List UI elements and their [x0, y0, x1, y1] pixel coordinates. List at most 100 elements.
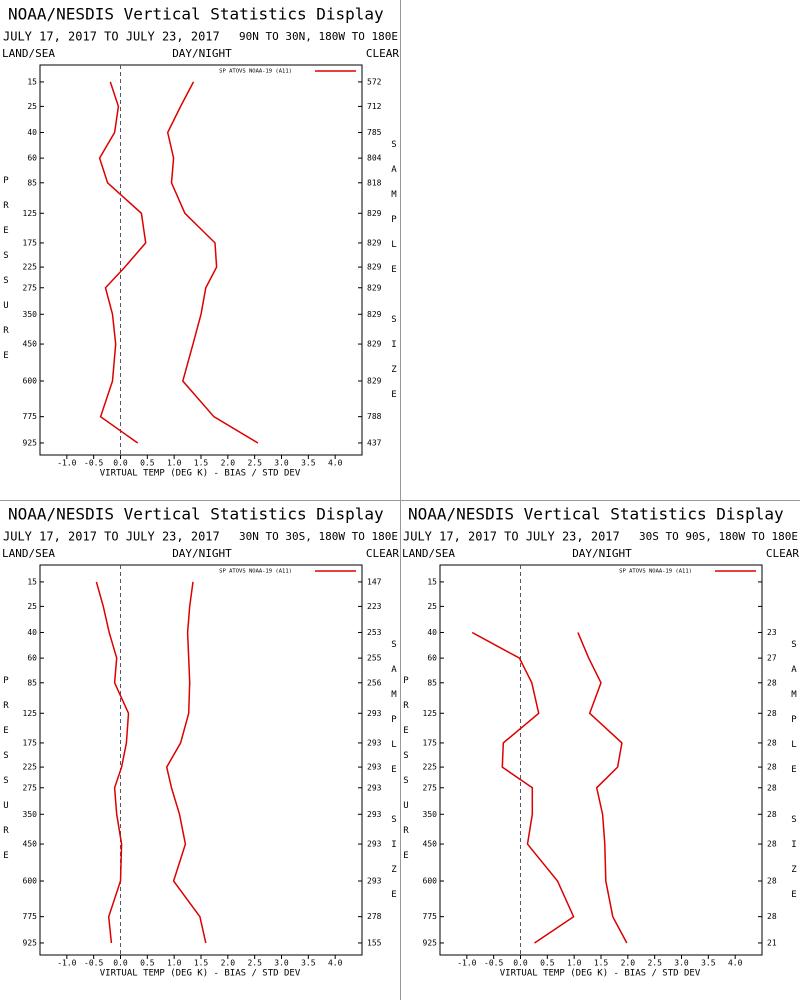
y-tick-label: 775: [423, 912, 438, 921]
y-tick-label: 600: [23, 876, 38, 885]
sample-size: 28: [767, 912, 777, 921]
legend-label: SP ATOVS NOAA-19 (A11): [619, 569, 692, 575]
x-tick-label: 3.5: [301, 459, 316, 468]
y-tick-label: 175: [23, 738, 38, 747]
x-axis-label: VIRTUAL TEMP (DEG K) - BIAS / STD DEV: [100, 469, 301, 479]
y-tick-label: 25: [27, 602, 37, 611]
x-tick-label: 2.5: [247, 959, 262, 968]
x-tick-label: -0.5: [84, 959, 103, 968]
surface: LAND/SEA: [2, 547, 55, 560]
y2-axis-label: SAMPLE SIZE: [389, 640, 399, 915]
x-tick-label: -0.5: [484, 959, 503, 968]
y-tick-label: 125: [23, 709, 38, 718]
sample-size: 28: [767, 840, 777, 849]
sky: CLEAR: [766, 547, 799, 560]
y-tick-label: 40: [427, 628, 437, 637]
y-tick-label: 450: [23, 340, 38, 349]
y-tick-label: 25: [27, 102, 37, 111]
y-axis-label: PRESSURE: [1, 176, 11, 376]
sample-size: 155: [367, 938, 382, 947]
sample-size: 829: [367, 263, 382, 272]
std-dev-line: [577, 632, 628, 944]
x-tick-label: 1.5: [194, 959, 209, 968]
y-tick-label: 925: [23, 438, 38, 447]
x-tick-label: 0.5: [540, 959, 555, 968]
y-tick-label: 925: [423, 938, 438, 947]
x-axis-label: VIRTUAL TEMP (DEG K) - BIAS / STD DEV: [500, 969, 701, 979]
sample-size: 28: [767, 783, 777, 792]
y-tick-label: 275: [23, 783, 38, 792]
x-tick-label: 1.0: [567, 959, 582, 968]
y-tick-label: 60: [427, 654, 437, 663]
std-dev-line: [166, 81, 259, 444]
region: 30N TO 30S, 180W TO 180E: [239, 530, 398, 543]
y-tick-label: 925: [23, 938, 38, 947]
region: 90N TO 30N, 180W TO 180E: [239, 30, 398, 43]
y-tick-label: 60: [27, 654, 37, 663]
x-tick-label: 0.0: [113, 459, 128, 468]
sample-size: 223: [367, 602, 382, 611]
sample-size: 572: [367, 77, 382, 86]
x-tick-label: -1.0: [57, 459, 76, 468]
bias-line: [471, 631, 575, 944]
sample-size: 28: [767, 678, 777, 687]
y-tick-label: 775: [23, 412, 38, 421]
y-axis-label: PRESSURE: [1, 676, 11, 876]
y-axis-label: PRESSURE: [401, 676, 411, 876]
sample-size: 293: [367, 763, 382, 772]
x-tick-label: 2.5: [247, 459, 262, 468]
sample-size: 437: [367, 438, 382, 447]
sample-size: 829: [367, 283, 382, 292]
x-tick-label: -1.0: [57, 959, 76, 968]
x-tick-label: 4.0: [728, 959, 743, 968]
x-tick-label: -1.0: [457, 959, 476, 968]
time-of-day: DAY/NIGHT: [172, 547, 232, 560]
y-tick-label: 350: [23, 810, 38, 819]
x-tick-label: 2.0: [221, 959, 236, 968]
x-tick-label: 1.5: [594, 959, 609, 968]
y-tick-label: 225: [23, 263, 38, 272]
y-tick-label: 40: [27, 128, 37, 137]
sample-size: 23: [767, 628, 777, 637]
y2-axis-label: SAMPLE SIZE: [789, 640, 799, 915]
y-tick-label: 15: [27, 577, 37, 586]
y-tick-label: 15: [27, 77, 37, 86]
y-tick-label: 775: [23, 912, 38, 921]
y-tick-label: 85: [27, 178, 37, 187]
y-tick-label: 15: [427, 577, 437, 586]
x-tick-label: 4.0: [328, 959, 343, 968]
sample-size: 253: [367, 628, 382, 637]
sample-size: 278: [367, 912, 382, 921]
y-tick-label: 125: [423, 709, 438, 718]
y-tick-label: 85: [27, 678, 37, 687]
x-tick-label: 1.5: [194, 459, 209, 468]
time-of-day: DAY/NIGHT: [172, 47, 232, 60]
x-tick-label: 3.5: [301, 959, 316, 968]
y-tick-label: 450: [423, 840, 438, 849]
sample-size: 28: [767, 763, 777, 772]
y-tick-label: 125: [23, 209, 38, 218]
sample-size: 21: [767, 938, 777, 947]
sample-size: 785: [367, 128, 382, 137]
y-tick-label: 175: [423, 738, 438, 747]
y-tick-label: 275: [423, 783, 438, 792]
sample-size: 293: [367, 709, 382, 718]
sample-size: 293: [367, 783, 382, 792]
region: 30S TO 90S, 180W TO 180E: [639, 530, 798, 543]
legend-label: SP ATOVS NOAA-19 (A11): [219, 69, 292, 75]
y-tick-label: 450: [23, 840, 38, 849]
y-tick-label: 40: [27, 628, 37, 637]
sample-size: 255: [367, 654, 382, 663]
std-dev-line: [165, 581, 207, 944]
date-range: JULY 17, 2017 TO JULY 23, 2017: [403, 530, 620, 544]
x-tick-label: 3.5: [701, 959, 716, 968]
x-axis-label: VIRTUAL TEMP (DEG K) - BIAS / STD DEV: [100, 969, 301, 979]
panel-title: NOAA/NESDIS Vertical Statistics Display: [8, 505, 384, 524]
sample-size: 28: [767, 738, 777, 747]
surface: LAND/SEA: [2, 47, 55, 60]
sample-size: 147: [367, 577, 382, 586]
y-tick-label: 225: [23, 763, 38, 772]
sample-size: 829: [367, 310, 382, 319]
x-tick-label: 1.0: [167, 459, 182, 468]
